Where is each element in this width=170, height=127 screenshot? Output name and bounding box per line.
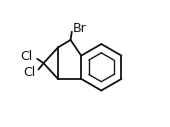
Text: Cl: Cl [21, 50, 33, 63]
Text: Cl: Cl [23, 66, 35, 79]
Text: Br: Br [72, 21, 86, 35]
